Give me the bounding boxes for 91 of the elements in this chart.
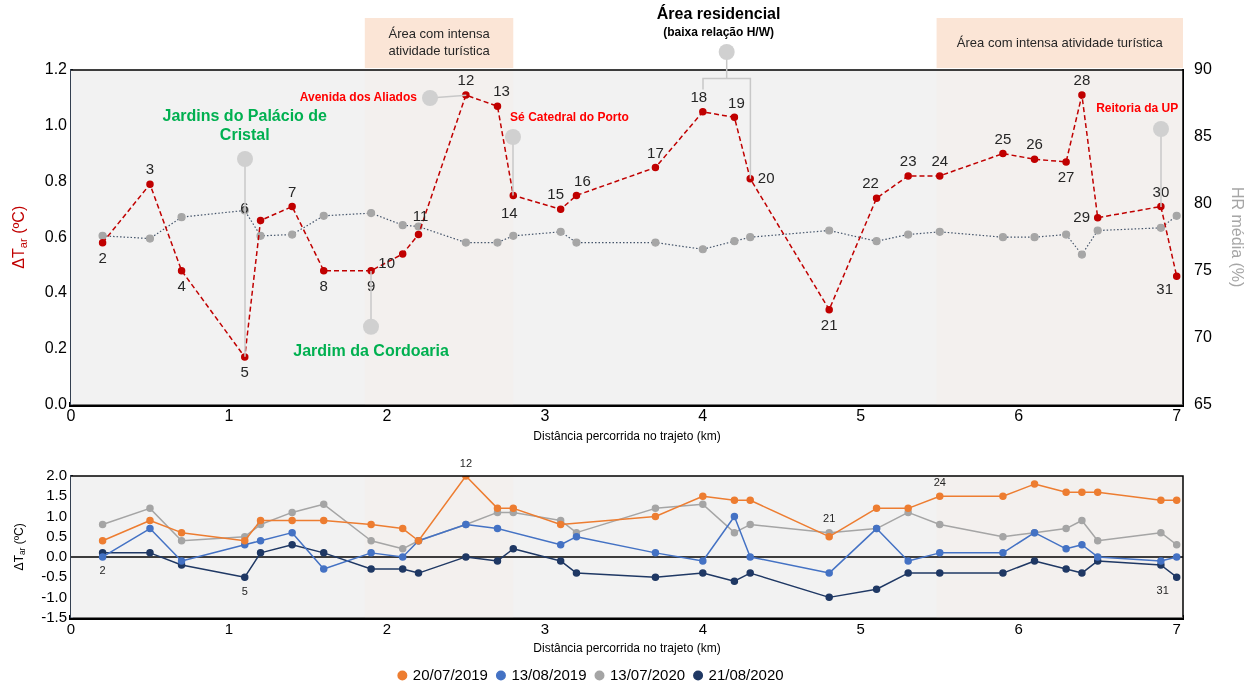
annotation: 26 [1026,135,1043,153]
x-axis-title: Distância percorrida no trajeto (km) [533,429,721,444]
annotation: 12 [457,71,475,89]
legend-label: 13/07/2020 [610,665,686,683]
annotation: 2 [98,248,107,266]
annotation: 9 [366,276,376,294]
text: Área residencial [656,3,781,22]
annotation: 6 [240,198,249,216]
x-tick-label: 7 [1172,619,1181,637]
band-label: Área com intensa atividade turística [388,26,491,59]
y2-tick-label: 80 [1194,194,1212,212]
annotation: 10 [378,254,396,272]
y2-tick-label: 85 [1194,127,1212,145]
y-tick-label: 2.0 [46,466,67,484]
y-tick-label: 0.2 [44,339,68,357]
y2-tick-label: 65 [1194,394,1212,412]
annotation: 25 [994,129,1012,147]
annotation: 20 [757,168,775,186]
y-tick-label: 1.2 [44,60,68,78]
y-axis-title: ΔTar (ºC) [10,205,30,269]
annotation: 24 [931,152,949,170]
annotation: Jardim da Cordoaria [293,341,450,359]
annotation: 11 [412,206,429,224]
x-tick-label: 6 [1014,407,1024,425]
x-tick-label: 1 [224,619,234,637]
legend-label: 20/07/2019 [412,665,488,683]
x-tick-label: 3 [540,407,550,425]
annotation: 28 [1073,71,1091,89]
y-tick-label: 0.5 [46,526,67,544]
annotation: Jardins do Palácio de Cristal [162,106,328,143]
annotation: 2 [99,563,106,576]
annotation: 3 [145,160,155,178]
annotation: 15 [547,185,564,203]
y2-axis-title: HR média (%) [1228,186,1246,288]
y-tick-label: 0.8 [44,171,68,189]
y-tick-label: 1.0 [46,506,67,524]
x-axis-title: Distância percorrida no trajeto (km) [533,641,721,656]
annotation: 17 [647,143,664,161]
annotation: 31 [1156,280,1174,298]
annotation: 5 [240,363,249,381]
x-tick-label: 5 [856,407,866,425]
annotation: 12 [459,457,473,470]
x-tick-label: 2 [382,407,392,425]
y2-tick-label: 75 [1194,261,1212,279]
annotation: 8 [319,276,328,294]
annotation: 7 [287,182,297,200]
annotation: 31 [1156,584,1169,597]
x-tick-label: 1 [224,407,234,425]
annotation: 16 [574,171,591,189]
annotation: 19 [728,93,745,111]
annotation: 22 [862,174,879,192]
y-tick-label: 1.0 [44,116,68,134]
y2-tick-label: 70 [1194,327,1212,345]
annotation: 27 [1057,168,1075,186]
y-tick-label: 0.6 [44,227,68,245]
x-tick-label: 5 [856,619,865,637]
y-tick-label: 0.0 [44,394,68,412]
y-tick-label: 0.4 [44,283,68,301]
legend-label: 13/08/2019 [511,665,587,683]
annotation: 4 [177,276,186,294]
band-label: Área com intensa atividade turística [956,34,1164,50]
x-tick-label: 0 [66,619,76,637]
x-tick-label: 6 [1014,619,1023,637]
y2-tick-label: 90 [1194,60,1212,78]
x-tick-label: 2 [382,619,392,637]
annotation: 30 [1152,182,1170,200]
y-axis-title: ΔTar (ºC) [12,523,28,571]
y-tick-label: -0.5 [41,567,67,585]
text: (baixa relação H/W) [663,24,774,39]
x-tick-label: 4 [698,407,708,425]
y-tick-label: -1.5 [41,607,67,625]
y-tick-label: 1.5 [46,486,67,504]
annotation: 24 [933,476,946,489]
annotation: 14 [500,203,518,221]
x-tick-label: 0 [66,407,76,425]
annotation: Avenida dos Aliados [299,90,418,105]
annotation: 21 [820,315,838,333]
x-tick-label: 3 [540,619,550,637]
x-tick-label: 4 [698,619,707,637]
legend-label: 21/08/2020 [708,665,784,683]
annotation: 23 [899,152,917,170]
annotation: 21 [823,511,836,524]
annotation: Reitoria da UP [1096,101,1179,116]
annotation: 13 [493,82,510,100]
annotation: 5 [241,585,248,598]
x-tick-label: 7 [1172,407,1182,425]
annotation: 29 [1073,207,1091,225]
y-tick-label: 0.0 [46,547,67,565]
y-tick-label: -1.0 [41,587,67,605]
annotation: Sé Catedral do Porto [510,109,629,124]
annotation: 18 [690,87,708,105]
